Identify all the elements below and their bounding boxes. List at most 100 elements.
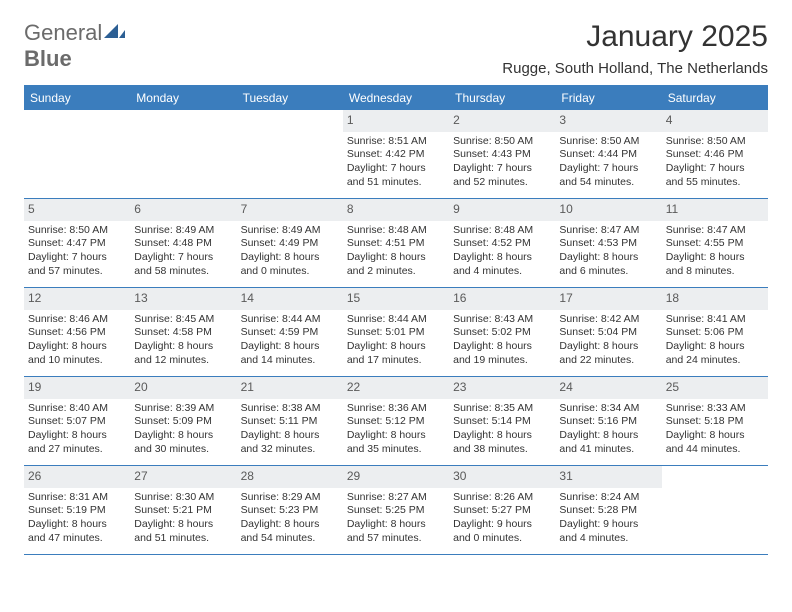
sunset-text: Sunset: 4:44 PM: [559, 148, 657, 162]
day-cell: 3Sunrise: 8:50 AMSunset: 4:44 PMDaylight…: [555, 110, 661, 198]
daylight-text: and 0 minutes.: [241, 265, 339, 279]
daylight-text: Daylight: 8 hours: [347, 340, 445, 354]
daylight-text: and 51 minutes.: [347, 176, 445, 190]
day-number: 6: [130, 199, 236, 221]
daylight-text: and 54 minutes.: [559, 176, 657, 190]
day-cell: 29Sunrise: 8:27 AMSunset: 5:25 PMDayligh…: [343, 466, 449, 554]
day-number: 30: [449, 466, 555, 488]
day-number: 21: [237, 377, 343, 399]
week-row: 12Sunrise: 8:46 AMSunset: 4:56 PMDayligh…: [24, 288, 768, 377]
logo: GeneralBlue: [24, 20, 126, 72]
day-cell: 19Sunrise: 8:40 AMSunset: 5:07 PMDayligh…: [24, 377, 130, 465]
sunrise-text: Sunrise: 8:30 AM: [134, 491, 232, 505]
daylight-text: Daylight: 8 hours: [347, 518, 445, 532]
day-number: 25: [662, 377, 768, 399]
day-number: 22: [343, 377, 449, 399]
month-title: January 2025: [502, 20, 768, 54]
sunset-text: Sunset: 4:43 PM: [453, 148, 551, 162]
day-number: 28: [237, 466, 343, 488]
sunrise-text: Sunrise: 8:33 AM: [666, 402, 764, 416]
day-number: 18: [662, 288, 768, 310]
day-cell: 16Sunrise: 8:43 AMSunset: 5:02 PMDayligh…: [449, 288, 555, 376]
sunrise-text: Sunrise: 8:49 AM: [241, 224, 339, 238]
day-cell: 18Sunrise: 8:41 AMSunset: 5:06 PMDayligh…: [662, 288, 768, 376]
week-row: 19Sunrise: 8:40 AMSunset: 5:07 PMDayligh…: [24, 377, 768, 466]
sunset-text: Sunset: 5:02 PM: [453, 326, 551, 340]
sunrise-text: Sunrise: 8:41 AM: [666, 313, 764, 327]
sunset-text: Sunset: 5:11 PM: [241, 415, 339, 429]
daylight-text: Daylight: 8 hours: [241, 429, 339, 443]
daylight-text: and 6 minutes.: [559, 265, 657, 279]
sunrise-text: Sunrise: 8:38 AM: [241, 402, 339, 416]
daylight-text: and 0 minutes.: [453, 532, 551, 546]
day-cell: 2Sunrise: 8:50 AMSunset: 4:43 PMDaylight…: [449, 110, 555, 198]
sunrise-text: Sunrise: 8:48 AM: [347, 224, 445, 238]
sunset-text: Sunset: 4:48 PM: [134, 237, 232, 251]
day-cell: 9Sunrise: 8:48 AMSunset: 4:52 PMDaylight…: [449, 199, 555, 287]
sunrise-text: Sunrise: 8:44 AM: [347, 313, 445, 327]
daylight-text: Daylight: 8 hours: [134, 518, 232, 532]
sunset-text: Sunset: 5:01 PM: [347, 326, 445, 340]
day-cell: 12Sunrise: 8:46 AMSunset: 4:56 PMDayligh…: [24, 288, 130, 376]
daylight-text: Daylight: 8 hours: [453, 429, 551, 443]
daylight-text: and 55 minutes.: [666, 176, 764, 190]
sunrise-text: Sunrise: 8:50 AM: [453, 135, 551, 149]
day-cell: 21 Sunrise: 8:38 AMSunset: 5:11 PMDayligh…: [237, 377, 343, 465]
sunset-text: Sunset: 4:58 PM: [134, 326, 232, 340]
logo-sail-icon: [104, 20, 126, 46]
sunset-text: Sunset: 5:06 PM: [666, 326, 764, 340]
sunrise-text: Sunrise: 8:49 AM: [134, 224, 232, 238]
sunrise-text: Sunrise: 8:40 AM: [28, 402, 126, 416]
sunset-text: Sunset: 4:55 PM: [666, 237, 764, 251]
day-number: 15: [343, 288, 449, 310]
day-cell: 17Sunrise: 8:42 AMSunset: 5:04 PMDayligh…: [555, 288, 661, 376]
daylight-text: and 22 minutes.: [559, 354, 657, 368]
daylight-text: and 57 minutes.: [28, 265, 126, 279]
sunset-text: Sunset: 5:21 PM: [134, 504, 232, 518]
day-number: 26: [24, 466, 130, 488]
sunrise-text: Sunrise: 8:50 AM: [28, 224, 126, 238]
day-cell: 10Sunrise: 8:47 AMSunset: 4:53 PMDayligh…: [555, 199, 661, 287]
day-cell: 20Sunrise: 8:39 AMSunset: 5:09 PMDayligh…: [130, 377, 236, 465]
daylight-text: Daylight: 7 hours: [28, 251, 126, 265]
daylight-text: and 8 minutes.: [666, 265, 764, 279]
daylight-text: Daylight: 8 hours: [28, 429, 126, 443]
daylight-text: Daylight: 8 hours: [241, 518, 339, 532]
sunset-text: Sunset: 5:23 PM: [241, 504, 339, 518]
week-row: 1Sunrise: 8:51 AMSunset: 4:42 PMDaylight…: [24, 110, 768, 199]
daylight-text: Daylight: 8 hours: [559, 429, 657, 443]
day-number: 4: [662, 110, 768, 132]
daylight-text: Daylight: 8 hours: [559, 340, 657, 354]
day-cell: [237, 110, 343, 198]
daylight-text: Daylight: 9 hours: [453, 518, 551, 532]
day-number: 3: [555, 110, 661, 132]
day-number: 29: [343, 466, 449, 488]
logo-text: GeneralBlue: [24, 20, 126, 72]
sunrise-text: Sunrise: 8:48 AM: [453, 224, 551, 238]
daylight-text: and 27 minutes.: [28, 443, 126, 457]
sunset-text: Sunset: 4:51 PM: [347, 237, 445, 251]
sunrise-text: Sunrise: 8:46 AM: [28, 313, 126, 327]
daylight-text: Daylight: 8 hours: [453, 251, 551, 265]
daylight-text: and 51 minutes.: [134, 532, 232, 546]
daylight-text: and 41 minutes.: [559, 443, 657, 457]
sunrise-text: Sunrise: 8:47 AM: [559, 224, 657, 238]
sunset-text: Sunset: 5:09 PM: [134, 415, 232, 429]
sunset-text: Sunset: 5:14 PM: [453, 415, 551, 429]
sunrise-text: Sunrise: 8:51 AM: [347, 135, 445, 149]
weekday-header: Sunday: [24, 87, 130, 110]
daylight-text: Daylight: 8 hours: [28, 340, 126, 354]
day-cell: 15 Sunrise: 8:44 AMSunset: 5:01 PMDayligh…: [343, 288, 449, 376]
week-row: 26Sunrise: 8:31 AMSunset: 5:19 PMDayligh…: [24, 466, 768, 555]
daylight-text: Daylight: 8 hours: [28, 518, 126, 532]
weekday-header: Tuesday: [237, 87, 343, 110]
day-cell: 28Sunrise: 8:29 AMSunset: 5:23 PMDayligh…: [237, 466, 343, 554]
day-number: 2: [449, 110, 555, 132]
daylight-text: and 38 minutes.: [453, 443, 551, 457]
daylight-text: Daylight: 8 hours: [241, 340, 339, 354]
daylight-text: and 35 minutes.: [347, 443, 445, 457]
sunset-text: Sunset: 4:52 PM: [453, 237, 551, 251]
day-number: 23: [449, 377, 555, 399]
weekday-header: Friday: [555, 87, 661, 110]
sunset-text: Sunset: 4:59 PM: [241, 326, 339, 340]
